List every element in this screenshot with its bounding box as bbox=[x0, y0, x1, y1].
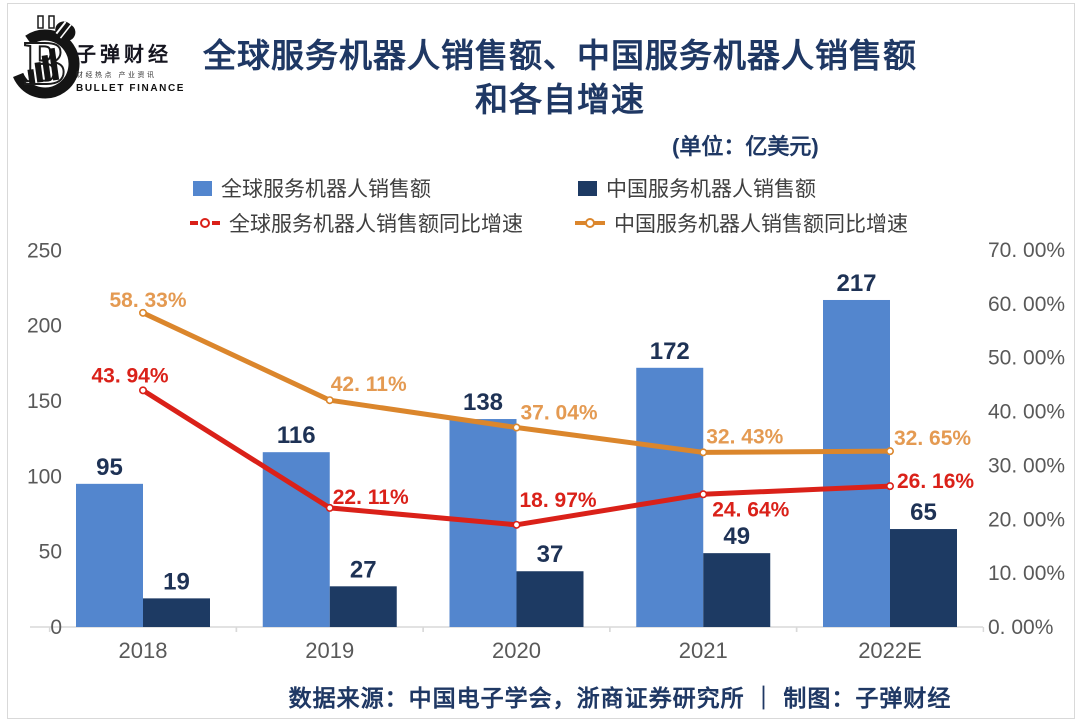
bullet-finance-logo-icon: B bbox=[12, 15, 80, 99]
left-axis-tick-label: 200 bbox=[27, 315, 62, 338]
right-axis-tick-label: 30. 00% bbox=[988, 454, 1065, 477]
unit-note: (单位：亿美元) bbox=[672, 134, 819, 159]
brand-name-en: BULLET FINANCE bbox=[76, 83, 186, 94]
growth-value-label: 24. 64% bbox=[712, 498, 789, 521]
line-point-marker bbox=[139, 308, 148, 317]
global-growth-line-icon bbox=[190, 215, 220, 231]
right-axis-tick-label: 0. 00% bbox=[988, 616, 1053, 639]
global-bar-2018 bbox=[76, 483, 143, 627]
legend-item-china-growth: 中国服务机器人销售额同比增速 bbox=[575, 211, 908, 236]
bar-value-label: 116 bbox=[277, 422, 316, 449]
chart-title: 全球服务机器人销售额、中国服务机器人销售额 和各自增速 bbox=[40, 34, 1080, 122]
line-point-marker bbox=[512, 520, 521, 529]
left-axis-tick-label: 100 bbox=[27, 465, 62, 488]
bar-value-label: 37 bbox=[537, 541, 564, 568]
source-note: 数据来源：中国电子学会，浙商证券研究所 ｜ 制图：子弹财经 bbox=[288, 685, 952, 711]
left-axis-tick-label: 50 bbox=[39, 541, 62, 564]
page-border bbox=[7, 3, 1075, 719]
china-bar-2022E bbox=[890, 529, 957, 627]
line-point-marker bbox=[885, 447, 894, 456]
line-point-marker bbox=[139, 386, 148, 395]
bar-value-label: 65 bbox=[910, 499, 937, 526]
chart-title-line2: 和各自增速 bbox=[475, 81, 645, 118]
line-point-marker bbox=[512, 423, 521, 432]
right-axis-tick-label: 50. 00% bbox=[988, 347, 1065, 370]
growth-value-label: 58. 33% bbox=[109, 289, 186, 312]
left-axis-tick-label: 0 bbox=[50, 616, 62, 639]
china-growth-line-icon bbox=[575, 215, 605, 231]
line-point-marker bbox=[325, 503, 334, 512]
line-point-marker bbox=[699, 448, 708, 457]
growth-value-label: 32. 65% bbox=[894, 427, 971, 450]
legend-label: 中国服务机器人销售额 bbox=[606, 178, 816, 201]
bar-value-label: 138 bbox=[463, 389, 503, 416]
china-bar-2021 bbox=[703, 553, 771, 627]
line-point-marker bbox=[325, 396, 334, 405]
china-bar-2019 bbox=[329, 586, 397, 627]
right-axis-tick-label: 10. 00% bbox=[988, 562, 1065, 585]
line-point-marker bbox=[885, 482, 894, 491]
growth-value-label: 18. 97% bbox=[520, 489, 597, 512]
legend-label: 中国服务机器人销售额同比增速 bbox=[614, 213, 908, 236]
growth-value-label: 26. 16% bbox=[897, 470, 974, 493]
x-axis-category-label: 2021 bbox=[679, 638, 728, 663]
legend-label: 全球服务机器人销售额同比增速 bbox=[229, 213, 523, 236]
bar-value-label: 27 bbox=[350, 556, 377, 583]
x-axis-category-label: 2019 bbox=[305, 638, 354, 663]
global-bar-2019 bbox=[262, 452, 330, 627]
right-axis-tick-label: 70. 00% bbox=[988, 239, 1065, 262]
legend-item-global-sales: 全球服务机器人销售额 bbox=[193, 176, 431, 201]
growth-value-label: 37. 04% bbox=[521, 402, 598, 425]
bar-value-label: 19 bbox=[163, 568, 190, 595]
chart-title-line1: 全球服务机器人销售额、中国服务机器人销售额 bbox=[203, 37, 917, 74]
right-axis-tick-label: 40. 00% bbox=[988, 401, 1065, 424]
bar-value-label: 49 bbox=[723, 523, 750, 550]
brand-logo: B 子弹财经 财经热点 产业资讯 BULLET FINANCE bbox=[10, 8, 210, 108]
brand-name: 子弹财经 bbox=[76, 44, 172, 66]
bar-value-label: 217 bbox=[836, 270, 876, 297]
global-sales-swatch-icon bbox=[193, 180, 212, 196]
legend-item-china-sales: 中国服务机器人销售额 bbox=[578, 176, 816, 201]
line-point-marker bbox=[699, 490, 708, 499]
right-axis-tick-label: 60. 00% bbox=[988, 293, 1065, 316]
bar-value-label: 172 bbox=[650, 338, 690, 365]
growth-value-label: 32. 43% bbox=[706, 425, 783, 448]
x-axis-category-label: 2018 bbox=[119, 638, 168, 663]
legend-item-global-growth: 全球服务机器人销售额同比增速 bbox=[190, 211, 523, 236]
x-axis-category-label: 2022E bbox=[858, 638, 922, 663]
china-sales-swatch-icon bbox=[578, 180, 597, 196]
left-axis-tick-label: 250 bbox=[27, 239, 62, 262]
legend-label: 全球服务机器人销售额 bbox=[221, 178, 431, 201]
growth-value-label: 22. 11% bbox=[333, 486, 409, 509]
growth-value-label: 43. 94% bbox=[91, 364, 168, 387]
right-axis-tick-label: 20. 00% bbox=[988, 508, 1065, 531]
growth-value-label: 42. 11% bbox=[331, 373, 407, 396]
left-axis-tick-label: 150 bbox=[27, 390, 62, 413]
china-bar-2018 bbox=[143, 598, 210, 627]
global-bar-2022E bbox=[823, 299, 890, 627]
bar-value-label: 95 bbox=[96, 454, 123, 481]
brand-tagline: 财经热点 产业资讯 bbox=[76, 72, 157, 79]
x-axis-category-label: 2020 bbox=[492, 638, 541, 663]
china-bar-2020 bbox=[516, 571, 584, 627]
